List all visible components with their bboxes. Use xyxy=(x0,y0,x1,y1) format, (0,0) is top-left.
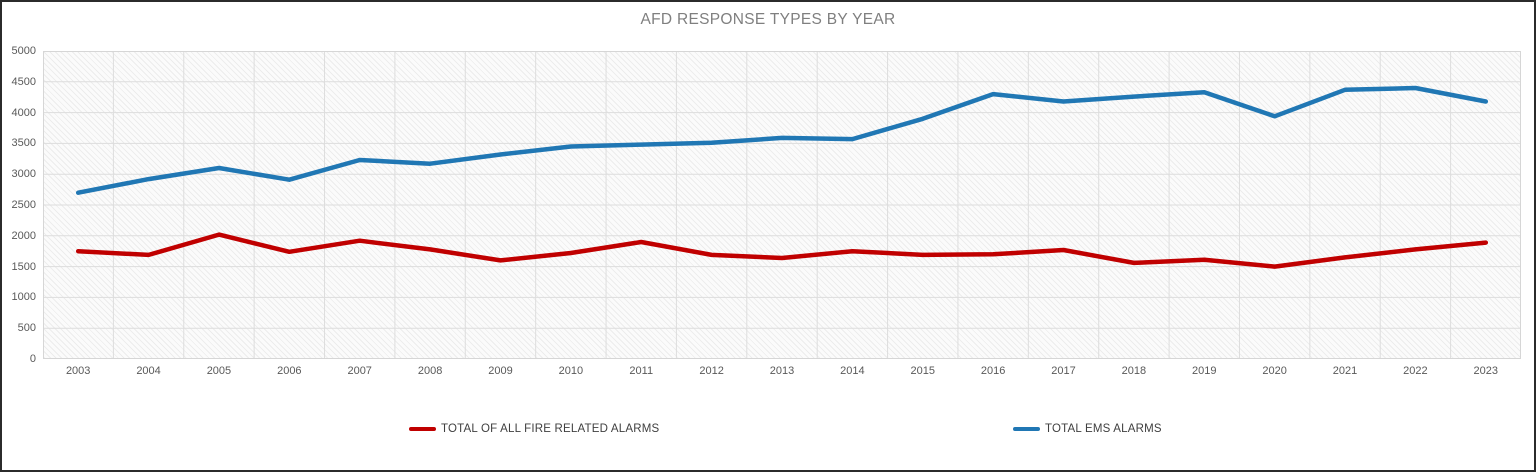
ems-series-swatch xyxy=(1013,427,1040,431)
y-axis-label: 4500 xyxy=(11,75,36,88)
y-axis-label: 3000 xyxy=(11,168,36,181)
x-axis-label: 2009 xyxy=(488,365,513,377)
gridlines xyxy=(44,52,1520,358)
x-axis-label: 2019 xyxy=(1192,365,1217,377)
x-axis-label: 2004 xyxy=(136,365,161,377)
plot-area xyxy=(43,51,1521,359)
y-axis-label: 1000 xyxy=(11,291,36,304)
ems-series-legend-label: TOTAL EMS ALARMS xyxy=(1045,423,1162,435)
x-axis-label: 2011 xyxy=(629,365,654,377)
ems-alarms-line xyxy=(75,85,1489,195)
x-axis-label: 2007 xyxy=(347,365,372,377)
x-axis-label: 2013 xyxy=(769,365,795,377)
legend-item-fire-alarms: TOTAL OF ALL FIRE RELATED ALARMS xyxy=(409,423,659,435)
x-axis-label: 2018 xyxy=(1121,365,1147,377)
x-axis-label: 2010 xyxy=(558,365,584,377)
y-axis-label: 2500 xyxy=(11,199,36,211)
y-axis-label: 1500 xyxy=(11,260,36,273)
series-lines xyxy=(75,85,1489,269)
x-axis-label: 2020 xyxy=(1262,365,1287,377)
chart-title: AFD RESPONSE TYPES BY YEAR xyxy=(640,11,896,28)
fire-alarms-line xyxy=(75,232,1489,269)
y-axis-label: 500 xyxy=(17,322,36,335)
x-axis-label: 2005 xyxy=(206,365,232,377)
x-axis-label: 2003 xyxy=(65,365,91,377)
x-axis-label: 2021 xyxy=(1332,365,1358,377)
x-axis-label: 2012 xyxy=(699,365,724,377)
y-axis-label: 0 xyxy=(29,353,36,365)
x-axis-label: 2008 xyxy=(417,365,443,377)
x-axis-label: 2014 xyxy=(840,365,865,377)
x-axis-label: 2023 xyxy=(1473,365,1499,377)
x-axis-label: 2022 xyxy=(1403,365,1428,377)
legend-item-ems-alarms: TOTAL EMS ALARMS xyxy=(1013,423,1162,435)
x-axis-label: 2015 xyxy=(910,365,935,377)
x-axis-label: 2006 xyxy=(277,365,302,377)
y-axis-label: 2000 xyxy=(11,229,36,242)
y-axis-label: 3500 xyxy=(11,137,36,150)
y-axis-label: 5000 xyxy=(11,45,36,57)
y-axis-label: 4000 xyxy=(11,106,36,119)
fire-series-legend-label: TOTAL OF ALL FIRE RELATED ALARMS xyxy=(441,423,660,435)
x-axis-label: 2017 xyxy=(1051,365,1076,377)
x-axis-label: 2016 xyxy=(980,365,1006,377)
fire-series-swatch xyxy=(409,427,436,431)
